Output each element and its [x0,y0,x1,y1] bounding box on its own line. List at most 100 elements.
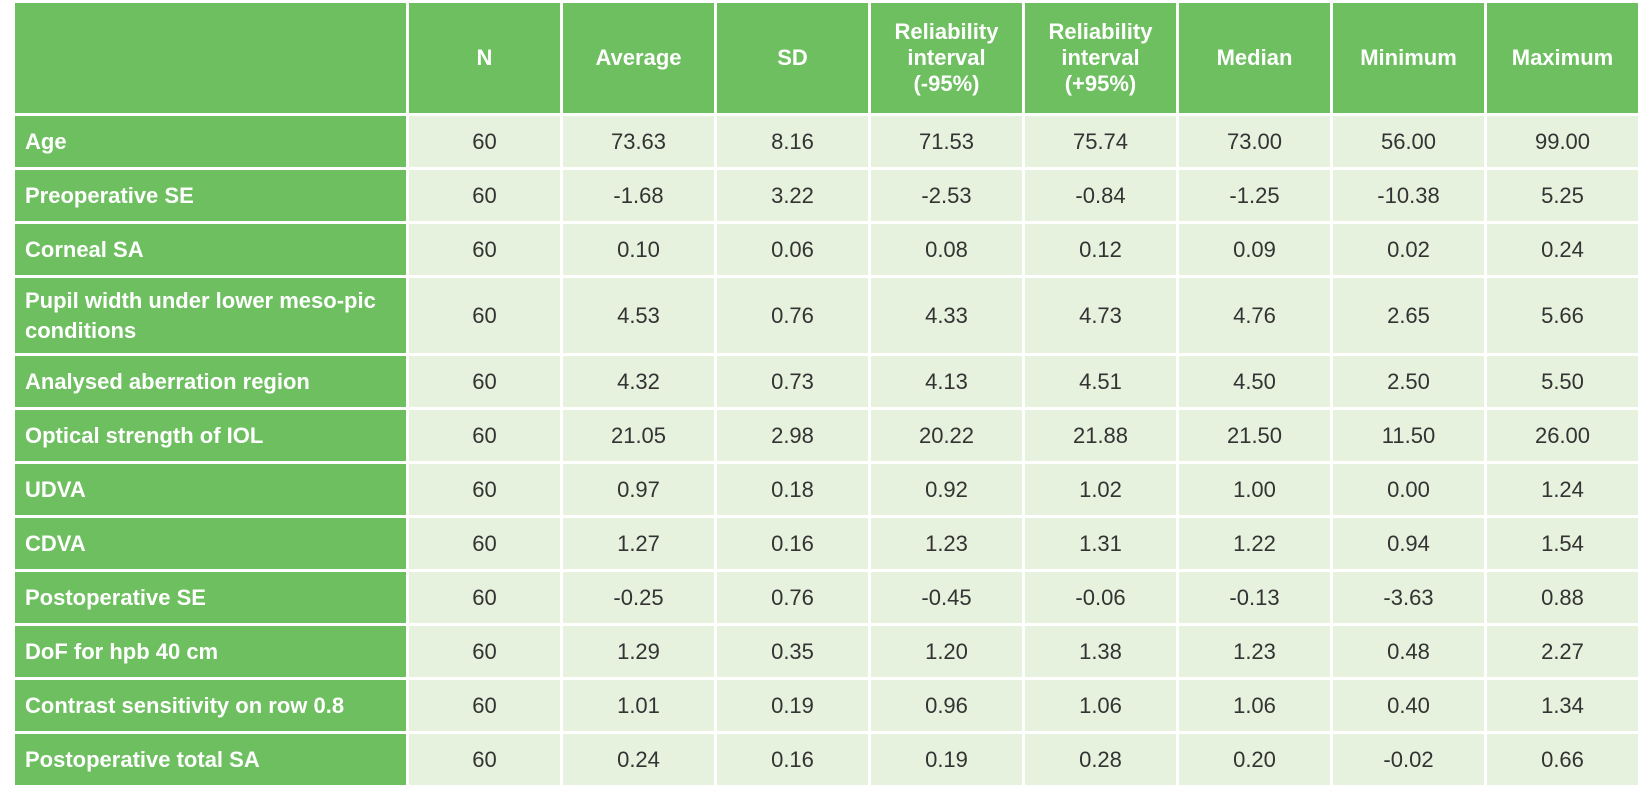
header-row: N Average SD Reliability interval (-95%)… [15,3,1638,113]
value-cell: 0.20 [1179,734,1330,785]
header-cell-median: Median [1179,3,1330,113]
value-cell: 2.65 [1333,278,1484,353]
value-cell: -0.84 [1025,170,1176,221]
value-cell: 60 [409,224,560,275]
value-cell: 99.00 [1487,116,1638,167]
value-cell: 0.96 [871,680,1022,731]
header-cell-ci-lower: Reliability interval (-95%) [871,3,1022,113]
value-cell: 0.06 [717,224,868,275]
value-cell: 1.54 [1487,518,1638,569]
value-cell: 1.22 [1179,518,1330,569]
value-cell: 0.94 [1333,518,1484,569]
value-cell: 0.16 [717,518,868,569]
value-cell: 60 [409,464,560,515]
value-cell: 0.16 [717,734,868,785]
value-cell: 0.40 [1333,680,1484,731]
value-cell: 1.00 [1179,464,1330,515]
value-cell: 2.50 [1333,356,1484,407]
header-cell-n: N [409,3,560,113]
value-cell: -1.68 [563,170,714,221]
value-cell: 2.98 [717,410,868,461]
header-cell-sd: SD [717,3,868,113]
value-cell: 1.24 [1487,464,1638,515]
header-cell-ci-upper: Reliability interval (+95%) [1025,3,1176,113]
value-cell: 0.73 [717,356,868,407]
value-cell: 2.27 [1487,626,1638,677]
value-cell: -0.06 [1025,572,1176,623]
value-cell: 1.38 [1025,626,1176,677]
table-row: Preoperative SE 60 -1.68 3.22 -2.53 -0.84 -1.2… [15,170,1638,221]
value-cell: -0.13 [1179,572,1330,623]
row-label-cell: CDVA [15,518,406,569]
value-cell: 1.01 [563,680,714,731]
value-cell: 60 [409,626,560,677]
value-cell: 60 [409,170,560,221]
value-cell: 3.22 [717,170,868,221]
value-cell: 0.00 [1333,464,1484,515]
table-row: Postoperative total SA 60 0.24 0.16 0.19 0.28… [15,734,1638,785]
value-cell: 0.48 [1333,626,1484,677]
value-cell: 60 [409,116,560,167]
value-cell: 4.76 [1179,278,1330,353]
row-label-cell: Age [15,116,406,167]
value-cell: 21.88 [1025,410,1176,461]
value-cell: 0.88 [1487,572,1638,623]
value-cell: -2.53 [871,170,1022,221]
value-cell: 73.63 [563,116,714,167]
value-cell: -3.63 [1333,572,1484,623]
value-cell: 5.50 [1487,356,1638,407]
value-cell: -0.45 [871,572,1022,623]
value-cell: 1.02 [1025,464,1176,515]
value-cell: 60 [409,680,560,731]
row-label-cell: Pupil width under lower meso-pic conditi… [15,278,406,353]
row-label-cell: Postoperative total SA [15,734,406,785]
row-label-cell: Optical strength of IOL [15,410,406,461]
value-cell: 8.16 [717,116,868,167]
table-row: Corneal SA 60 0.10 0.06 0.08 0.12 0.09 0.02 0.24 [15,224,1638,275]
value-cell: 0.97 [563,464,714,515]
value-cell: 1.06 [1025,680,1176,731]
value-cell: 0.66 [1487,734,1638,785]
header-cell-maximum: Maximum [1487,3,1638,113]
value-cell: 1.06 [1179,680,1330,731]
value-cell: 56.00 [1333,116,1484,167]
value-cell: 0.12 [1025,224,1176,275]
value-cell: 4.32 [563,356,714,407]
value-cell: 0.19 [871,734,1022,785]
table-row: Postoperative SE 60 -0.25 0.76 -0.45 -0.06 -0.… [15,572,1638,623]
value-cell: 73.00 [1179,116,1330,167]
value-cell: 0.08 [871,224,1022,275]
value-cell: 60 [409,572,560,623]
row-label-cell: Postoperative SE [15,572,406,623]
value-cell: 4.33 [871,278,1022,353]
value-cell: 1.23 [871,518,1022,569]
value-cell: -10.38 [1333,170,1484,221]
table-row: Analysed aberration region 60 4.32 0.73 4.13… [15,356,1638,407]
value-cell: 26.00 [1487,410,1638,461]
header-cell-minimum: Minimum [1333,3,1484,113]
value-cell: -0.25 [563,572,714,623]
value-cell: 0.76 [717,278,868,353]
value-cell: 75.74 [1025,116,1176,167]
table-row: Contrast sensitivity on row 0.8 60 1.01 0.1… [15,680,1638,731]
value-cell: 0.92 [871,464,1022,515]
statistics-table: N Average SD Reliability interval (-95%)… [12,0,1641,788]
value-cell: 0.24 [1487,224,1638,275]
table-body: Age 60 73.63 8.16 71.53 75.74 73.00 56.00 99.00 P… [15,116,1638,785]
value-cell: 60 [409,356,560,407]
value-cell: 0.18 [717,464,868,515]
value-cell: 4.73 [1025,278,1176,353]
value-cell: 5.25 [1487,170,1638,221]
value-cell: -1.25 [1179,170,1330,221]
value-cell: 0.24 [563,734,714,785]
value-cell: 1.29 [563,626,714,677]
value-cell: 4.50 [1179,356,1330,407]
value-cell: 0.19 [717,680,868,731]
row-label-cell: UDVA [15,464,406,515]
value-cell: 0.02 [1333,224,1484,275]
value-cell: 60 [409,518,560,569]
header-cell-average: Average [563,3,714,113]
value-cell: 0.35 [717,626,868,677]
value-cell: 1.20 [871,626,1022,677]
statistics-table-container: N Average SD Reliability interval (-95%)… [12,0,1638,788]
